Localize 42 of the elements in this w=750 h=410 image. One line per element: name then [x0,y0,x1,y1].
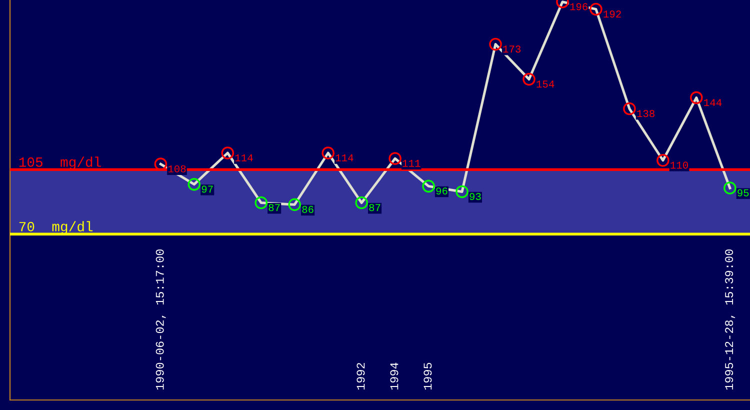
point [221,146,234,160]
point [690,91,703,104]
point [590,2,602,16]
data-label: 192 [604,10,621,18]
data-label: 110 [670,162,688,169]
point [188,178,201,191]
point [724,182,736,194]
x-tick-label: 1992 [356,362,365,390]
point [522,72,536,86]
x-tick-label: 1995-12-28, 15:39:00 [725,249,736,390]
point [489,38,502,51]
data-label: 95 [738,189,749,196]
data-label: 93 [470,192,481,200]
point [154,158,168,170]
point [322,146,334,160]
point [456,185,468,198]
data-label: 114 [235,154,253,162]
data-label: 154 [536,80,554,88]
point [623,102,636,116]
data-label: 87 [369,204,380,212]
x-tick-label: 1995 [424,362,432,390]
data-label: 138 [637,110,654,118]
ref-line-label: 70 mg/dl [19,221,93,234]
data-label: 196 [570,3,588,10]
data-label: 173 [503,46,521,53]
point [388,152,402,165]
point [355,196,368,210]
data-label: 97 [202,186,213,193]
ref-line-label: 105 mg/dl [19,156,101,170]
data-label: 87 [268,204,280,212]
data-label: 96 [436,187,448,195]
data-label: 86 [302,206,314,213]
point [422,180,435,193]
data-label: 114 [336,154,354,162]
data-label: 108 [168,165,186,172]
point [656,154,670,167]
point [288,198,302,211]
x-tick-label: 1994 [390,362,398,390]
x-tick-label: 1990-06-02, 15:17:00 [156,249,166,390]
data-label: 144 [704,99,722,106]
point [254,196,268,210]
data-label: 111 [402,160,420,167]
